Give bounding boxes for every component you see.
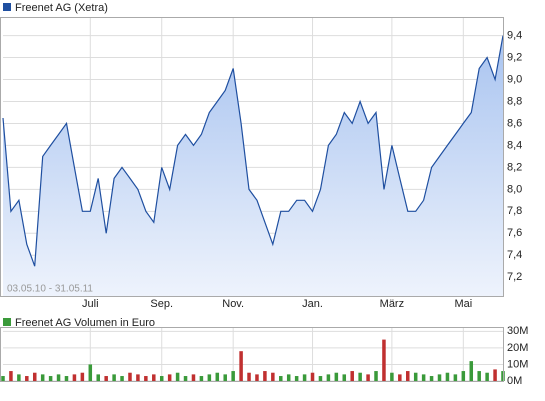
- volume-bar: [25, 376, 29, 381]
- volume-bar: [398, 374, 402, 381]
- volume-bar: [175, 372, 180, 381]
- y-tick-label: 7,2: [507, 271, 522, 283]
- x-tick-label: Juli: [82, 298, 99, 310]
- volume-bar: [159, 376, 164, 381]
- volume-bar: [263, 371, 267, 381]
- y-tick-label: 9,4: [507, 29, 522, 41]
- volume-bar: [32, 372, 37, 381]
- y-tick-label: 9,2: [507, 51, 522, 63]
- volume-bar: [104, 376, 108, 381]
- x-tick-label: März: [380, 298, 404, 310]
- volume-bar: [493, 369, 497, 381]
- volume-bar: [247, 372, 251, 381]
- volume-bar: [421, 374, 426, 381]
- volume-frame: [0, 327, 504, 382]
- volume-bar: [390, 372, 394, 381]
- date-range: 03.05.10 - 31.05.11: [7, 284, 93, 295]
- volume-bar: [207, 374, 212, 381]
- volume-bar: [350, 371, 354, 381]
- volume-bar: [152, 374, 156, 381]
- volume-bar: [326, 374, 331, 381]
- volume-bar: [64, 376, 69, 381]
- volume-bar: [279, 376, 283, 381]
- volume-bar: [9, 371, 13, 381]
- volume-bar: [183, 376, 188, 381]
- volume-bar: [461, 371, 466, 381]
- volume-bar: [271, 372, 275, 381]
- plot-frame: [0, 17, 504, 297]
- volume-bar: [294, 376, 299, 381]
- volume-bar: [342, 374, 347, 381]
- y-tick-label: 8,2: [507, 161, 522, 173]
- volume-bar: [215, 372, 220, 381]
- volume-bar: [445, 372, 450, 381]
- volume-title: Freenet AG Volumen in Euro: [15, 317, 155, 329]
- x-tick-label: Mai: [454, 298, 472, 310]
- volume-bar: [80, 372, 85, 381]
- volume-bar: [223, 374, 227, 381]
- y-tick-label: 0M: [507, 375, 522, 387]
- volume-bar: [310, 372, 315, 381]
- volume-bar: [334, 372, 339, 381]
- volume-bar: [239, 351, 243, 381]
- volume-bar: [302, 374, 307, 381]
- area: [3, 35, 503, 297]
- volume-bar: [120, 376, 124, 381]
- y-tick-label: 10M: [507, 358, 528, 370]
- volume-bar: [382, 339, 386, 381]
- volume-bar: [429, 376, 434, 381]
- volume-bar: [17, 374, 21, 381]
- volume-bar: [286, 374, 291, 381]
- volume-bar: [366, 374, 370, 381]
- volume-bar: [318, 376, 323, 381]
- y-tick-label: 20M: [507, 342, 528, 354]
- volume-bar: [453, 374, 458, 381]
- volume-bar: [40, 374, 45, 381]
- volume-bar: [48, 376, 53, 381]
- y-tick-label: 9,0: [507, 73, 522, 85]
- x-tick-label: Sep.: [150, 298, 173, 310]
- x-tick-label: Jan.: [302, 298, 323, 310]
- y-tick-label: 7,4: [507, 249, 522, 261]
- volume-bar: [231, 371, 235, 381]
- y-tick-label: 8,4: [507, 139, 522, 151]
- volume-bar: [374, 371, 378, 381]
- volume-bar: [112, 374, 116, 381]
- chart-title: Freenet AG (Xetra): [15, 2, 108, 14]
- price-line: [2, 35, 504, 267]
- y-tick-label: 8,8: [507, 95, 522, 107]
- volume-bar: [128, 372, 132, 381]
- volume-bar: [413, 372, 418, 381]
- volume-bar: [199, 376, 204, 381]
- volume-bar: [406, 371, 410, 381]
- x-tick-label: Nov.: [222, 298, 244, 310]
- y-tick-label: 7,6: [507, 227, 522, 239]
- y-tick-label: 8,0: [507, 183, 522, 195]
- volume-bar: [96, 374, 100, 381]
- volume-bar: [88, 364, 93, 381]
- y-tick-label: 30M: [507, 325, 528, 337]
- volume-bar: [136, 374, 140, 381]
- volume-bar: [255, 374, 259, 381]
- volume-bar: [437, 374, 442, 381]
- legend-swatch: [3, 3, 11, 11]
- volume-bar: [72, 374, 77, 381]
- volume-bar: [56, 374, 61, 381]
- legend-swatch: [3, 318, 11, 326]
- y-tick-label: 8,6: [507, 117, 522, 129]
- volume-bar: [167, 374, 172, 381]
- volume-bar: [144, 376, 148, 381]
- volume-bar: [477, 371, 481, 381]
- volume-bar: [1, 376, 5, 381]
- volume-bar: [485, 372, 489, 381]
- volume-bar: [191, 374, 196, 381]
- volume-bar: [469, 361, 474, 381]
- y-tick-label: 7,8: [507, 205, 522, 217]
- volume-bar: [358, 372, 362, 381]
